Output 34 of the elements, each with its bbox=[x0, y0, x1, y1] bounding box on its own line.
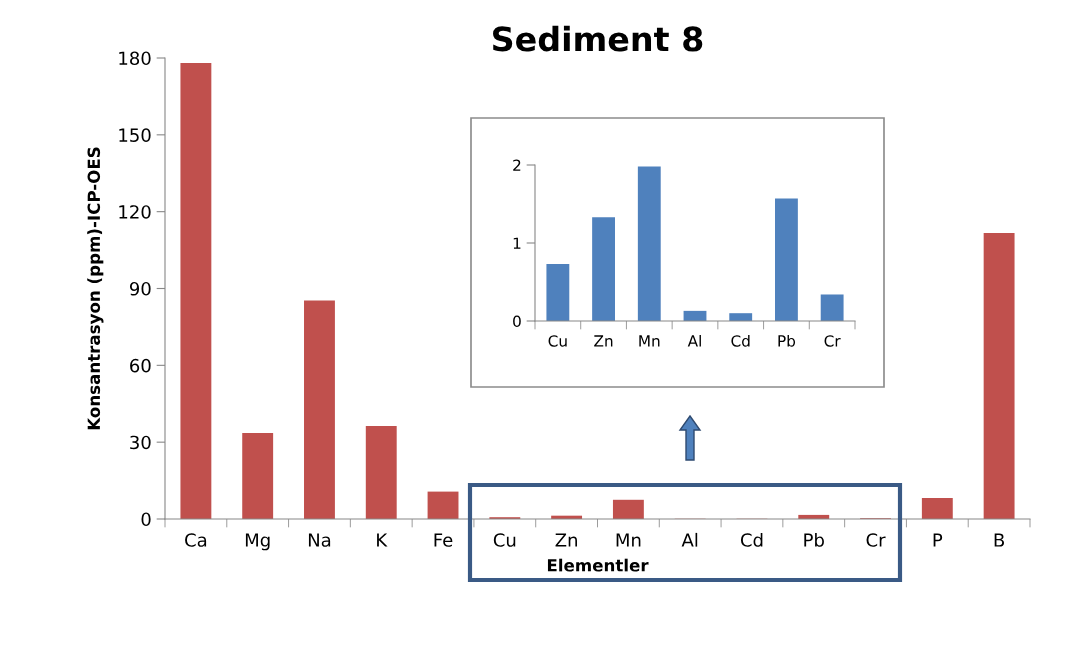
y-tick-label: 150 bbox=[119, 128, 151, 142]
x-tick-label: Cd bbox=[731, 334, 750, 347]
y-tick-label: 0 bbox=[141, 512, 151, 527]
x-tick-label: Cr bbox=[866, 533, 886, 547]
y-axis-title: Konsantrasyon (ppm)-ICP-OES bbox=[87, 147, 104, 430]
y-tick-label: 2 bbox=[513, 159, 521, 171]
y-tick-label: 0 bbox=[513, 315, 521, 328]
x-tick-label: Pb bbox=[778, 334, 796, 347]
x-tick-label: K bbox=[377, 533, 388, 547]
x-tick-label: P bbox=[933, 533, 943, 547]
x-tick-label: Cu bbox=[493, 533, 516, 547]
x-tick-label: Mn bbox=[616, 533, 641, 547]
chart-title: Sediment 8 bbox=[493, 25, 703, 52]
y-tick-label: 90 bbox=[129, 281, 151, 296]
x-axis-title: Elementler bbox=[547, 558, 649, 572]
x-tick-label: Zn bbox=[594, 335, 613, 347]
y-tick-label: 120 bbox=[119, 205, 151, 219]
x-tick-label: Mn bbox=[639, 335, 660, 347]
x-tick-label: Cu bbox=[548, 335, 567, 347]
x-tick-label: Cd bbox=[740, 532, 763, 547]
x-tick-label: Na bbox=[308, 533, 331, 547]
y-tick-label: 30 bbox=[130, 435, 151, 450]
x-tick-label: Fe bbox=[434, 533, 453, 547]
x-tick-label: Ca bbox=[185, 533, 207, 547]
y-tick-label: 1 bbox=[513, 237, 521, 249]
x-tick-label: Cr bbox=[824, 335, 841, 347]
x-tick-label: B bbox=[994, 533, 1005, 547]
x-tick-label: Al bbox=[681, 532, 698, 547]
x-tick-label: Al bbox=[687, 334, 701, 347]
y-tick-label: 60 bbox=[130, 358, 151, 373]
x-tick-label: Zn bbox=[555, 533, 577, 547]
x-tick-label: Mg bbox=[245, 533, 270, 551]
y-tick-label: 180 bbox=[119, 51, 151, 66]
x-tick-label: Pb bbox=[804, 532, 824, 547]
